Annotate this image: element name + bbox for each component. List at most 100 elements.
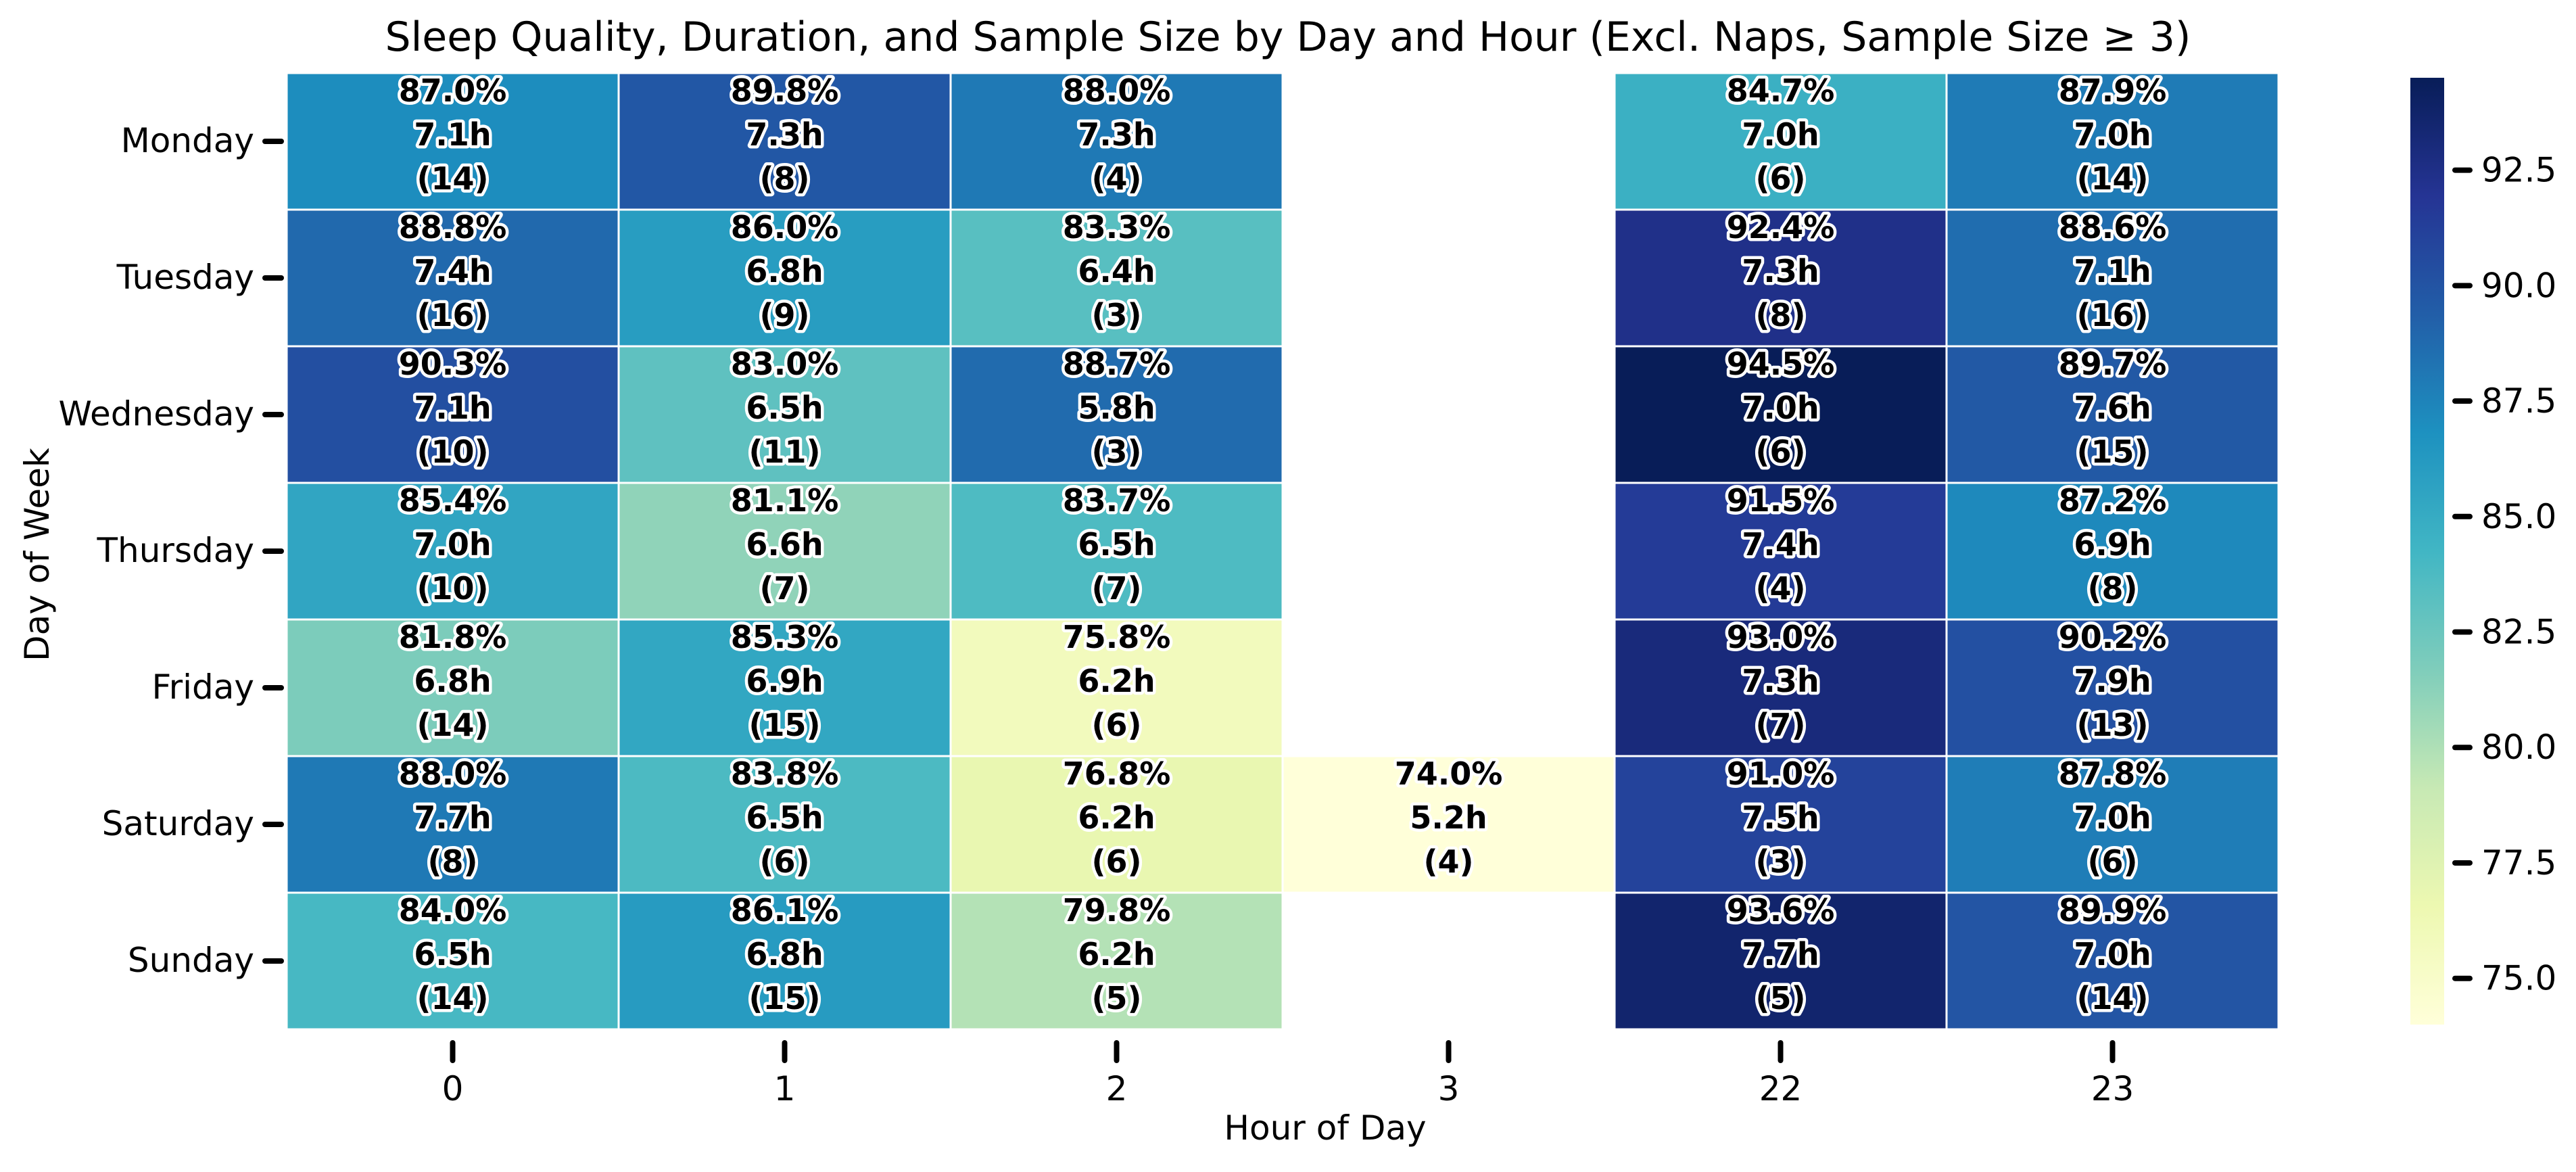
heatmap-cell <box>1613 891 1948 1031</box>
cell-sample-label: (4) <box>1423 843 1473 880</box>
cell-duration-label: 7.1h <box>414 116 491 153</box>
cell-duration-label: 6.2h <box>1078 799 1155 836</box>
cell-quality-label: 93.0% <box>1727 619 1835 655</box>
colorbar-tick-label: 80.0 <box>2481 728 2556 767</box>
cell-quality-label: 92.4% <box>1727 209 1835 245</box>
cell-duration-label: 7.3h <box>1742 663 1819 699</box>
heatmap-cell <box>1945 482 2280 621</box>
heatmap-cell <box>617 345 952 484</box>
cell-quality-label: 79.8% <box>1063 892 1171 929</box>
cell-duration-label: 6.5h <box>746 799 823 836</box>
cell-sample-label: (16) <box>416 297 488 333</box>
colorbar-tick-label: 87.5 <box>2481 381 2556 421</box>
cell-sample-label: (7) <box>759 570 809 607</box>
cell-duration-label: 7.3h <box>1078 116 1155 153</box>
y-tick-label: Wednesday <box>59 394 254 433</box>
cell-sample-label: (6) <box>2087 843 2137 880</box>
cell-sample-label: (15) <box>2076 433 2148 470</box>
heatmap-cell <box>1613 345 1948 484</box>
cell-sample-label: (4) <box>1755 570 1805 607</box>
cell-duration-label: 7.4h <box>1742 526 1819 563</box>
cell-duration-label: 6.2h <box>1078 936 1155 972</box>
cell-sample-label: (8) <box>2087 570 2137 607</box>
cell-quality-label: 76.8% <box>1063 755 1171 792</box>
cell-sample-label: (4) <box>1091 160 1141 197</box>
heatmap-cell <box>949 208 1284 348</box>
heatmap-cell <box>285 482 620 621</box>
heatmap-cell <box>617 618 952 757</box>
heatmap-cell <box>285 618 620 757</box>
cell-sample-label: (10) <box>416 433 488 470</box>
cell-duration-label: 7.0h <box>1742 116 1819 153</box>
x-tick-label: 3 <box>1438 1069 1460 1108</box>
cell-sample-label: (5) <box>1755 980 1805 1016</box>
cell-duration-label: 6.8h <box>746 253 823 289</box>
heatmap-cell <box>1945 208 2280 348</box>
cell-duration-label: 6.8h <box>746 936 823 972</box>
chart-title: Sleep Quality, Duration, and Sample Size… <box>385 14 2191 61</box>
colorbar-tick-label: 77.5 <box>2481 843 2556 883</box>
cell-duration-label: 6.9h <box>2074 526 2151 563</box>
cell-duration-label: 7.1h <box>414 390 491 426</box>
cell-sample-label: (14) <box>416 980 488 1016</box>
cell-quality-label: 94.5% <box>1727 346 1835 382</box>
cell-duration-label: 7.0h <box>2074 799 2151 836</box>
heatmap-cell <box>1945 72 2280 211</box>
cell-sample-label: (9) <box>759 297 809 333</box>
heatmap-cell <box>1945 345 2280 484</box>
cell-duration-label: 6.5h <box>414 936 491 972</box>
cell-duration-label: 7.0h <box>2074 116 2151 153</box>
cell-duration-label: 6.2h <box>1078 663 1155 699</box>
heatmap-cell <box>1613 482 1948 621</box>
cell-quality-label: 87.2% <box>2059 482 2167 519</box>
cell-quality-label: 84.7% <box>1727 72 1835 109</box>
x-tick-label: 1 <box>774 1069 796 1108</box>
y-axis-ticks: Monday Tuesday Wednesday Thursday Friday Satu… <box>59 121 284 980</box>
cell-duration-label: 7.3h <box>746 116 823 153</box>
cell-sample-label: (10) <box>416 570 488 607</box>
x-tick-label: 22 <box>1759 1069 1803 1108</box>
cell-quality-label: 90.2% <box>2059 619 2167 655</box>
cell-duration-label: 5.2h <box>1410 799 1487 836</box>
cell-quality-label: 83.3% <box>1063 209 1171 245</box>
cell-quality-label: 81.8% <box>399 619 507 655</box>
cell-quality-label: 88.0% <box>399 755 507 792</box>
cell-quality-label: 88.8% <box>399 209 507 245</box>
cell-sample-label: (14) <box>416 707 488 743</box>
cell-sample-label: (5) <box>1091 980 1141 1016</box>
cell-sample-label: (8) <box>759 160 809 197</box>
x-axis-ticks: 0 1 2 3 22 23 <box>442 1040 2134 1108</box>
heatmap-cell <box>1945 891 2280 1031</box>
cell-quality-label: 89.9% <box>2059 892 2167 929</box>
cell-quality-label: 87.9% <box>2059 72 2167 109</box>
cell-sample-label: (14) <box>2076 160 2148 197</box>
colorbar-tick-label: 85.0 <box>2481 497 2556 536</box>
colorbar-ticks: 75.0 77.5 80.0 82.5 85.0 87.5 90.0 92.5 <box>2452 151 2556 998</box>
cell-sample-label: (13) <box>2076 707 2148 743</box>
cell-sample-label: (7) <box>1091 570 1141 607</box>
colorbar <box>2410 78 2444 1025</box>
x-tick-label: 23 <box>2091 1069 2134 1108</box>
y-axis-label: Day of Week <box>18 448 57 661</box>
cell-quality-label: 89.8% <box>731 72 839 109</box>
heatmap-cell <box>949 72 1284 211</box>
cell-duration-label: 7.0h <box>1742 390 1819 426</box>
cell-duration-label: 6.4h <box>1078 253 1155 289</box>
cell-duration-label: 7.7h <box>1742 936 1819 972</box>
y-tick-label: Friday <box>151 667 254 707</box>
colorbar-tick-label: 90.0 <box>2481 266 2556 305</box>
cell-quality-label: 91.5% <box>1727 482 1835 519</box>
cell-quality-label: 86.1% <box>731 892 839 929</box>
y-tick-label: Saturday <box>102 804 254 843</box>
cell-duration-label: 6.6h <box>746 526 823 563</box>
cell-quality-label: 93.6% <box>1727 892 1835 929</box>
cell-quality-label: 88.0% <box>1063 72 1171 109</box>
cell-duration-label: 6.5h <box>1078 526 1155 563</box>
cell-quality-label: 88.7% <box>1063 346 1171 382</box>
heatmap-cell <box>1945 755 2280 894</box>
cell-duration-label: 6.5h <box>746 390 823 426</box>
cell-duration-label: 7.0h <box>414 526 491 563</box>
cell-sample-label: (6) <box>1091 843 1141 880</box>
x-axis-label: Hour of Day <box>1224 1108 1426 1148</box>
